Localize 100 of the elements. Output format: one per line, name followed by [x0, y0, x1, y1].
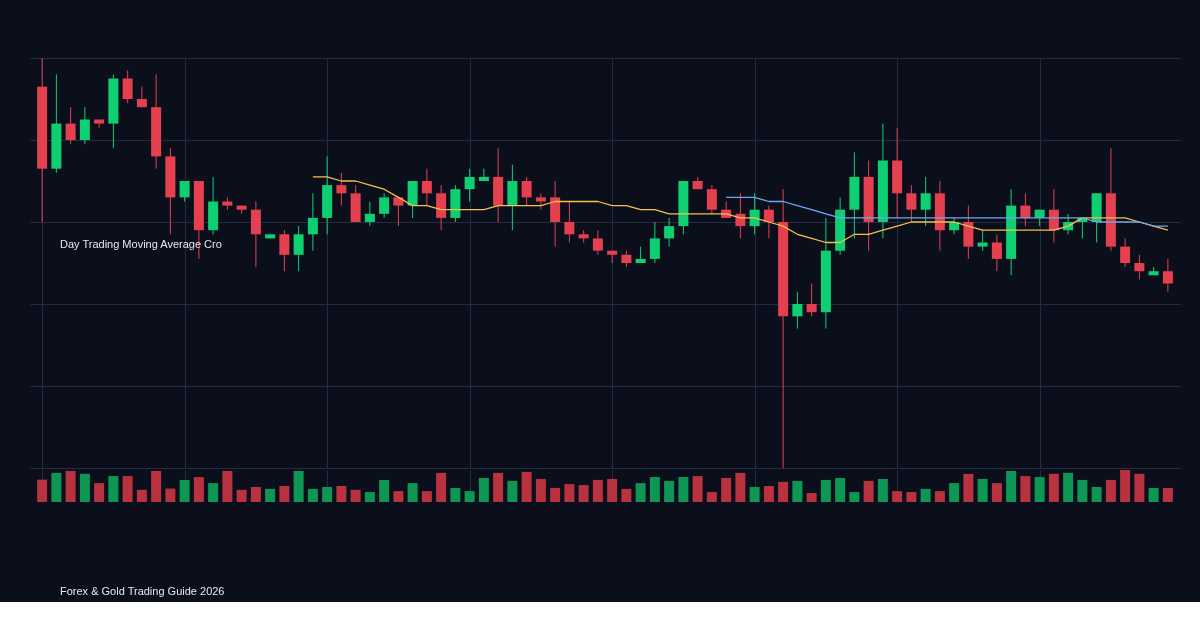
bar: [1077, 479, 1088, 502]
bar: [934, 491, 945, 502]
bar: [436, 472, 447, 502]
bar: [464, 491, 475, 502]
bar: [592, 479, 603, 502]
bar: [1006, 470, 1017, 502]
candlestick: [564, 201, 575, 243]
candlestick: [79, 106, 90, 145]
candlestick: [1162, 258, 1173, 293]
candlestick: [792, 291, 803, 330]
bar: [564, 484, 575, 502]
candlestick: [279, 229, 290, 272]
candlestick: [464, 168, 475, 202]
bar: [421, 491, 432, 502]
bar: [535, 478, 546, 502]
bar: [1105, 479, 1116, 502]
bar: [507, 480, 518, 502]
bar: [94, 483, 105, 502]
candlestick: [478, 168, 489, 182]
bar: [835, 478, 846, 502]
bar: [193, 477, 204, 502]
bar: [664, 480, 675, 502]
bar: [350, 489, 361, 502]
candlestick: [920, 176, 931, 227]
bar: [949, 483, 960, 502]
candlestick: [293, 225, 304, 272]
bar: [578, 485, 589, 502]
bar: [1148, 487, 1159, 502]
bar: [721, 478, 732, 502]
bar: [778, 481, 789, 502]
bar: [649, 477, 660, 502]
bar: [1048, 473, 1059, 502]
bar: [521, 471, 532, 502]
bar: [293, 470, 304, 502]
candlestick: [977, 229, 988, 252]
bar: [749, 486, 760, 502]
bar: [1063, 472, 1074, 502]
candlestick: [535, 192, 546, 211]
bar: [706, 492, 717, 502]
candlestick: [991, 233, 1002, 272]
bar: [892, 491, 903, 502]
bar: [991, 483, 1002, 502]
candlestick: [94, 119, 105, 129]
bar: [151, 470, 162, 502]
bar: [79, 473, 90, 502]
candlestick: [336, 172, 347, 207]
bar: [37, 479, 48, 502]
bar: [920, 488, 931, 502]
bar: [364, 492, 375, 502]
bar: [621, 488, 632, 502]
candlestick: [706, 184, 717, 215]
bar: [108, 476, 119, 502]
candlestick: [664, 217, 675, 248]
bar: [250, 486, 261, 502]
bar: [478, 478, 489, 502]
bar: [265, 488, 276, 502]
bar: [1034, 477, 1045, 502]
candlestick: [393, 196, 404, 227]
bar: [806, 493, 817, 502]
bar: [322, 486, 333, 502]
bar: [849, 492, 860, 502]
candlestick: [521, 176, 532, 207]
bar: [493, 472, 504, 502]
candlestick: [607, 250, 618, 264]
bar: [236, 489, 247, 502]
bar: [208, 483, 219, 502]
bar: [963, 473, 974, 502]
bar: [336, 486, 347, 502]
candlestick: [763, 205, 774, 239]
candlestick: [122, 69, 133, 104]
candlestick: [364, 201, 375, 227]
bar: [407, 483, 418, 502]
bar: [1020, 476, 1031, 502]
bar: [820, 479, 831, 502]
bar: [307, 488, 318, 502]
bar: [179, 479, 190, 502]
bar: [735, 472, 746, 502]
candlestick: [592, 229, 603, 256]
bar: [678, 477, 689, 502]
bar: [136, 489, 147, 502]
candlestick: [307, 192, 318, 252]
bar: [450, 487, 461, 502]
text: Forex & Gold Trading Guide 2026: [60, 585, 225, 597]
candlestick: [806, 283, 817, 317]
bar: [51, 472, 62, 502]
bar: [165, 488, 176, 502]
bar: [906, 492, 917, 502]
bar: [692, 476, 703, 502]
bar: [550, 487, 561, 502]
bar: [635, 483, 646, 502]
candlestick: [649, 221, 660, 264]
bar: [1134, 473, 1145, 502]
candlestick: [1120, 237, 1131, 268]
candlestick: [179, 180, 190, 202]
candlestick: [906, 184, 917, 223]
bar: [877, 478, 888, 502]
bar: [393, 491, 404, 502]
bar: [792, 480, 803, 502]
bar: [279, 486, 290, 502]
bar: [763, 486, 774, 502]
